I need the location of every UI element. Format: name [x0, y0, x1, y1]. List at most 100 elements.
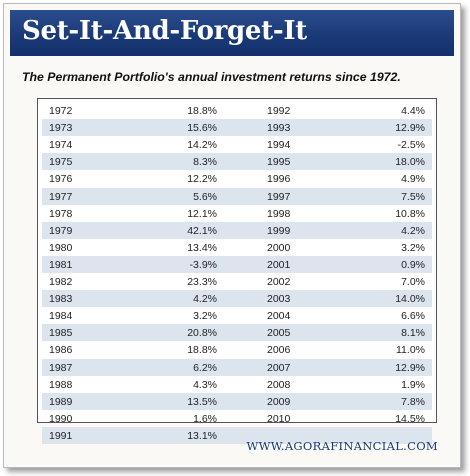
table-row: 1977 5.6% 1997 7.5%	[42, 187, 432, 205]
table-row: 1975 8.3% 1995 18.0%	[42, 153, 432, 171]
year-cell: 1991	[49, 429, 73, 442]
return-cell: -2.5%	[397, 139, 425, 152]
table-row: 1983 4.2% 2003 14.0%	[42, 290, 432, 308]
year-cell: 2001	[267, 258, 291, 271]
year-cell: 1983	[49, 293, 73, 306]
year-cell: 1989	[49, 395, 73, 408]
return-cell: 18.8%	[187, 105, 217, 117]
year-cell: 1997	[267, 190, 291, 203]
return-cell: 13.1%	[187, 429, 217, 442]
source-footer: WWW.AGORAFINANCIAL.COM	[246, 439, 438, 453]
year-cell: 2000	[267, 241, 291, 254]
year-cell: 1986	[49, 344, 73, 357]
year-cell: 1998	[267, 207, 291, 220]
return-cell: 13.4%	[187, 241, 217, 254]
year-cell: 1993	[267, 122, 291, 135]
return-cell: 12.1%	[187, 207, 217, 220]
return-cell: 12.9%	[395, 122, 425, 135]
year-cell: 1995	[267, 156, 291, 169]
table-row: 1972 18.8% 1992 4.4%	[42, 102, 432, 119]
year-cell: 1973	[49, 122, 73, 135]
return-cell: 15.6%	[187, 122, 217, 135]
return-cell: 12.9%	[395, 361, 425, 374]
table-row: 1973 15.6% 1993 12.9%	[42, 119, 432, 137]
chart-subtitle: The Permanent Portfolio's annual investm…	[22, 70, 401, 84]
return-cell: 3.2%	[401, 241, 425, 254]
return-cell: 5.6%	[193, 190, 217, 203]
year-cell: 2004	[267, 310, 291, 323]
year-cell: 2010	[267, 412, 291, 425]
year-cell: 1990	[49, 412, 73, 425]
return-cell: 4.2%	[401, 224, 425, 237]
year-cell: 1976	[49, 173, 73, 186]
year-cell: 1978	[49, 207, 73, 220]
return-cell: 8.3%	[193, 156, 217, 169]
table-row: 1991 13.1%	[42, 426, 432, 444]
return-cell: 3.2%	[193, 310, 217, 323]
return-cell: 6.2%	[193, 361, 217, 374]
year-cell: 2006	[267, 344, 291, 357]
table-row: 1980 13.4% 2000 3.2%	[42, 239, 432, 256]
year-cell: 2005	[267, 327, 291, 340]
return-cell: 0.9%	[401, 258, 425, 271]
return-cell: 7.5%	[401, 190, 425, 203]
table-row: 1974 14.2% 1994 -2.5%	[42, 136, 432, 153]
return-cell: 14.2%	[187, 139, 217, 152]
chart-title: Set-It-And-Forget-It	[22, 16, 307, 46]
table-row: 1982 23.3% 2002 7.0%	[42, 273, 432, 290]
return-cell: 12.2%	[187, 173, 217, 186]
year-cell: 1996	[267, 173, 291, 186]
table-row: 1989 13.5% 2009 7.8%	[42, 392, 432, 410]
return-cell: 14.5%	[395, 412, 425, 425]
year-cell: 1975	[49, 156, 73, 169]
return-cell: 6.6%	[401, 310, 425, 323]
return-cell: 20.8%	[187, 327, 217, 340]
year-cell: 1985	[49, 327, 73, 340]
return-cell: 7.0%	[401, 276, 425, 288]
year-cell: 2009	[267, 395, 291, 408]
table-row: 1976 12.2% 1996 4.9%	[42, 170, 432, 187]
return-cell: 4.2%	[193, 293, 217, 306]
title-bar: Set-It-And-Forget-It	[10, 10, 454, 56]
year-cell: 1972	[49, 105, 73, 117]
table-row: 1988 4.3% 2008 1.9%	[42, 376, 432, 393]
year-cell: 1994	[267, 139, 291, 152]
return-cell: 4.3%	[193, 378, 217, 391]
return-cell: 1.6%	[193, 412, 217, 425]
return-cell: 42.1%	[187, 224, 217, 237]
year-cell: 1982	[49, 276, 73, 288]
year-cell: 2003	[267, 293, 291, 306]
table-row: 1979 42.1% 1999 4.2%	[42, 221, 432, 239]
return-cell: 18.0%	[395, 156, 425, 169]
returns-table: 1972 18.8% 1992 4.4% 1973 15.6% 1993 12.9% 1974 1…	[37, 98, 437, 444]
table-row: 1990 1.6% 2010 14.5%	[42, 410, 432, 427]
year-cell: 1977	[49, 190, 73, 203]
table-row: 1986 18.8% 2006 11.0%	[42, 341, 432, 358]
return-cell: 11.0%	[396, 344, 425, 357]
return-cell: 8.1%	[401, 327, 425, 340]
year-cell: 2002	[267, 276, 291, 288]
table-row: 1981 -3.9% 2001 0.9%	[42, 255, 432, 273]
chart-card: Set-It-And-Forget-It The Permanent Portf…	[3, 3, 461, 468]
table-row: 1987 6.2% 2007 12.9%	[42, 358, 432, 376]
return-cell: 14.0%	[395, 293, 425, 306]
return-cell: 1.9%	[401, 378, 425, 391]
return-cell: 7.8%	[401, 395, 425, 408]
year-cell: 1992	[267, 105, 291, 117]
return-cell: 4.4%	[401, 105, 425, 117]
year-cell: 1981	[49, 258, 73, 271]
return-cell: 13.5%	[187, 395, 217, 408]
return-cell: -3.9%	[189, 258, 217, 271]
year-cell: 2008	[267, 378, 291, 391]
return-cell: 23.3%	[187, 276, 217, 288]
return-cell: 4.9%	[401, 173, 425, 186]
year-cell: 1974	[49, 139, 73, 152]
year-cell: 1984	[49, 310, 73, 323]
table-row: 1985 20.8% 2005 8.1%	[42, 324, 432, 342]
year-cell: 1999	[267, 224, 291, 237]
year-cell: 1988	[49, 378, 73, 391]
year-cell: 1979	[49, 224, 73, 237]
year-cell: 1980	[49, 241, 73, 254]
return-cell: 10.8%	[395, 207, 425, 220]
year-cell: 1987	[49, 361, 73, 374]
